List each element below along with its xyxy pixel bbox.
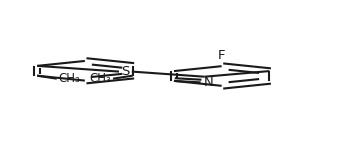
- Text: S: S: [121, 65, 130, 78]
- Text: CH₃: CH₃: [58, 72, 80, 85]
- Text: F: F: [218, 49, 226, 62]
- Text: CH₃: CH₃: [90, 72, 111, 85]
- Text: N: N: [204, 76, 214, 89]
